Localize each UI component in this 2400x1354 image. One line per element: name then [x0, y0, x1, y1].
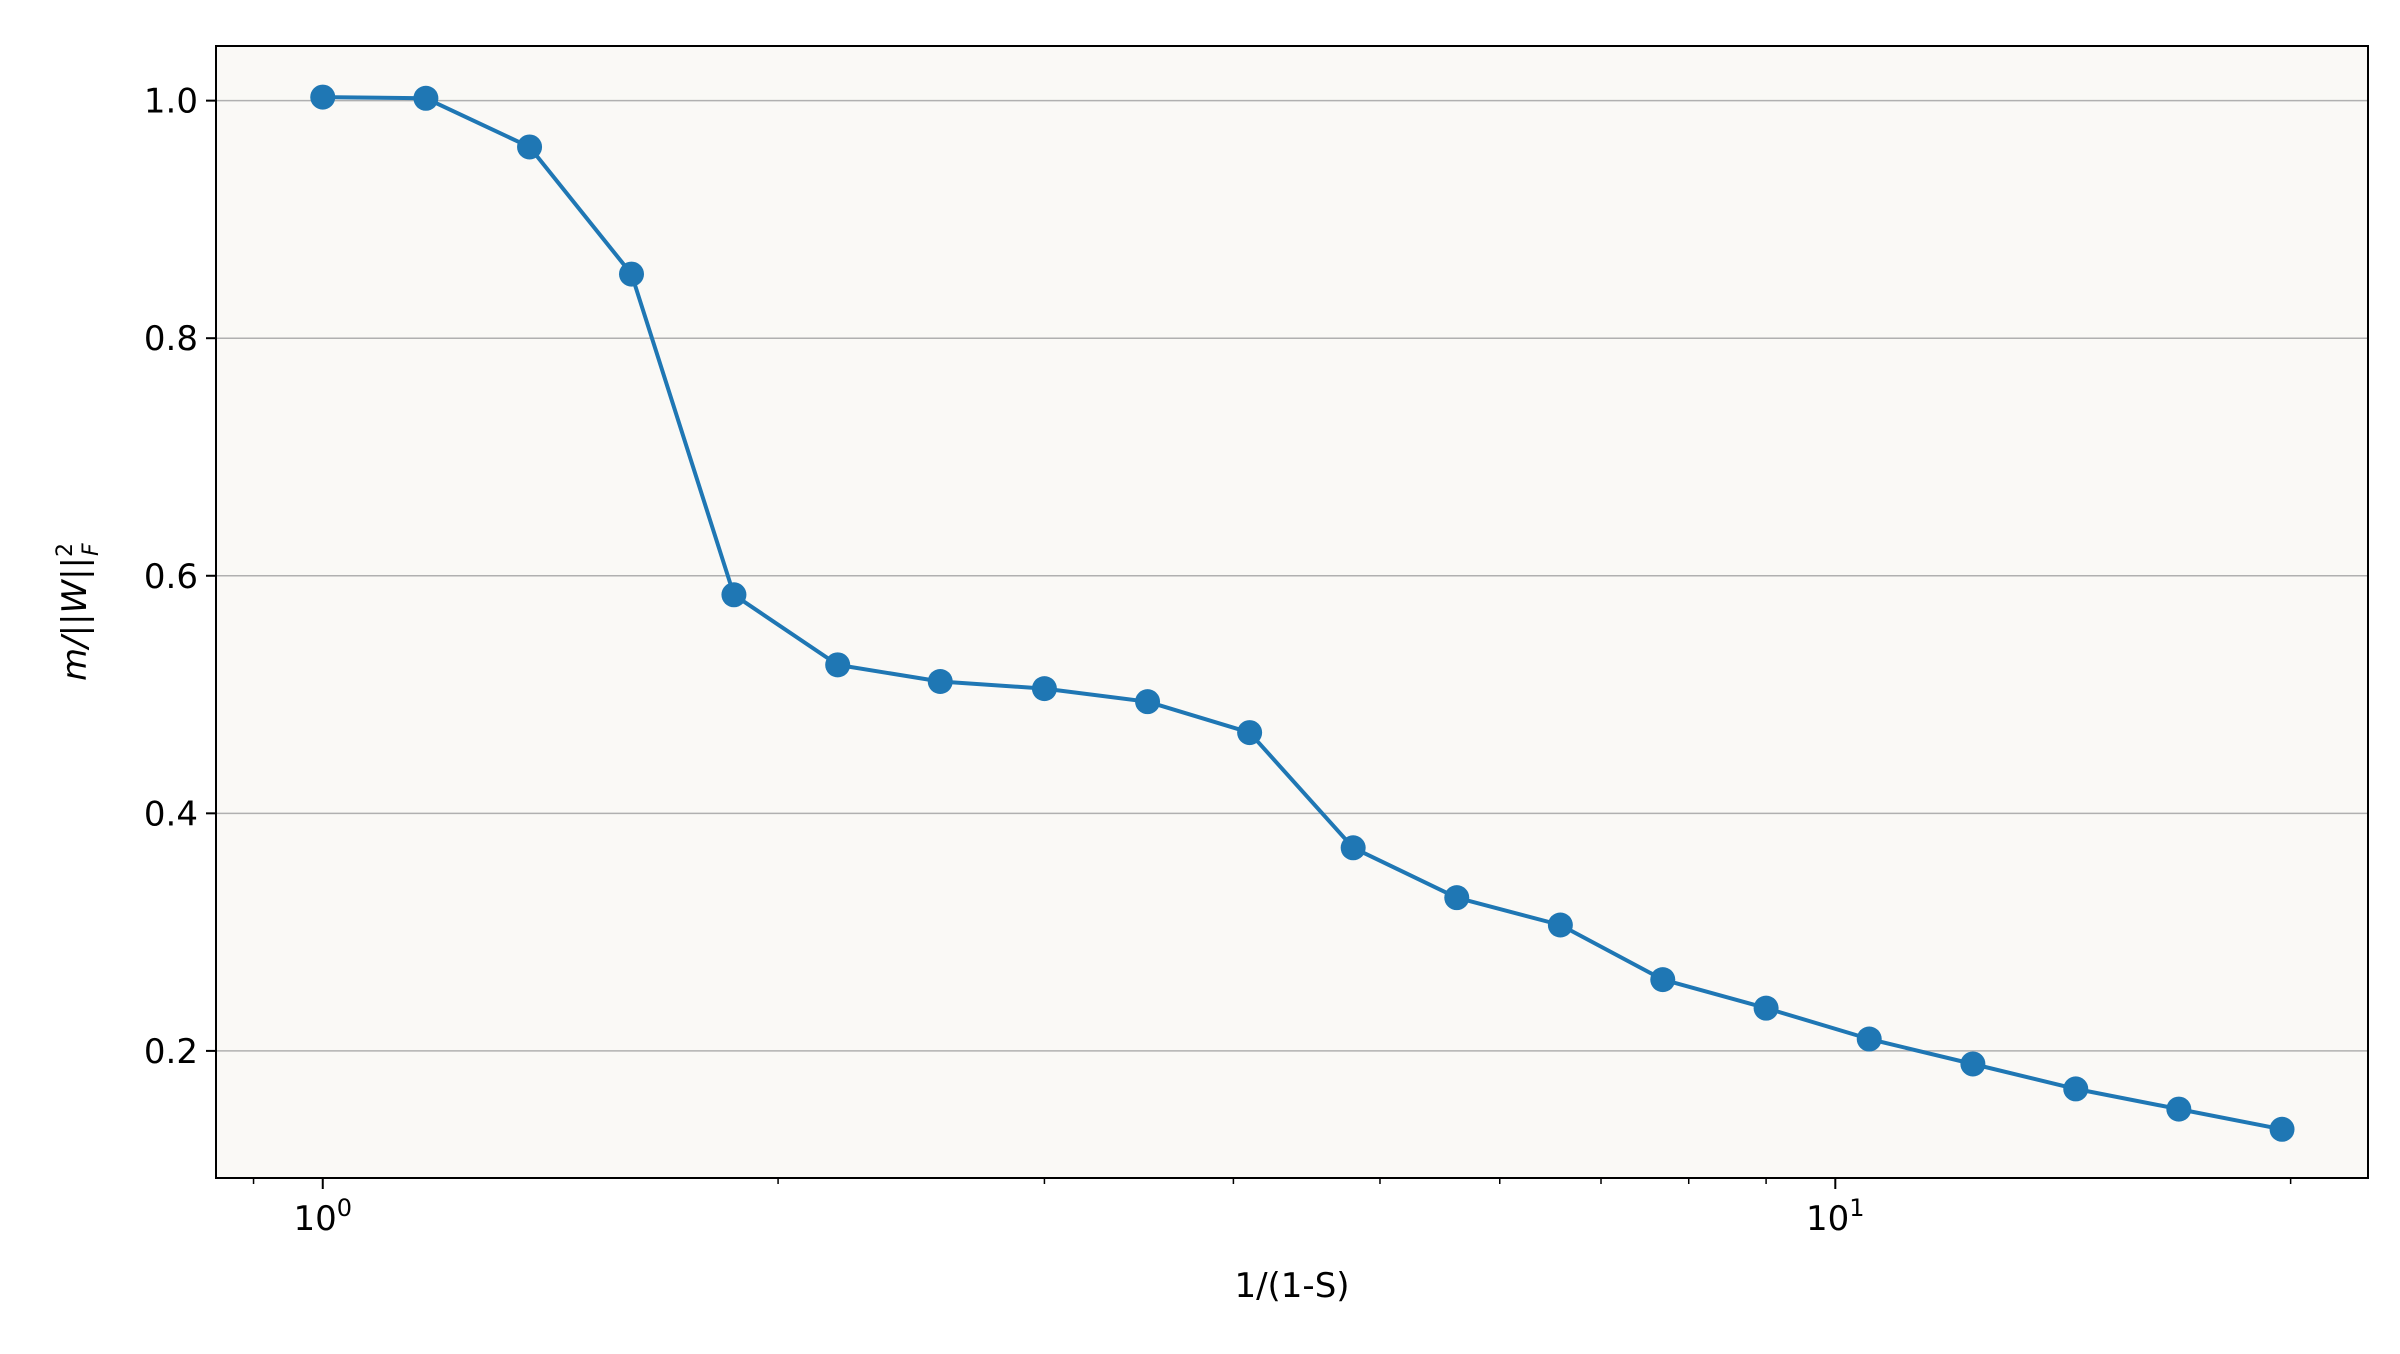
data-point: [2269, 1116, 2295, 1142]
data-point: [310, 84, 336, 110]
data-point: [1135, 689, 1161, 715]
y-axis: 0.2 0.4 0.6 0.8 1.0: [144, 82, 216, 1072]
data-point: [1340, 835, 1366, 861]
series-layer: [310, 84, 2295, 1142]
data-point: [825, 652, 851, 678]
data-point: [1650, 967, 1676, 993]
data-point: [1960, 1051, 1986, 1077]
data-point: [1856, 1026, 1882, 1052]
data-point: [721, 582, 747, 608]
y-axis-label-main: m/||W||: [55, 557, 95, 681]
data-point: [413, 85, 439, 111]
data-point: [1031, 676, 1057, 702]
y-tick-label: 0.8: [144, 319, 198, 359]
data-point: [1237, 720, 1263, 746]
x-tick-label: 101: [1806, 1194, 1865, 1239]
series-line: [322, 95, 2283, 1132]
data-point: [2063, 1076, 2089, 1102]
y-tick-label: 0.4: [144, 794, 198, 834]
data-point: [1444, 885, 1470, 911]
data-point: [1753, 995, 1779, 1021]
x-axis: 100 101: [252, 1178, 2292, 1239]
x-tick-label: 100: [293, 1194, 352, 1239]
plot-area: [216, 46, 2368, 1178]
y-axis-label: m/||W||2F: [53, 543, 104, 681]
plot-frame: [215, 45, 2369, 1179]
y-axis-label-superscript: 2: [53, 543, 78, 557]
y-tick-label: 0.6: [144, 557, 198, 597]
data-point: [1547, 912, 1573, 938]
y-tick-label: 0.2: [144, 1032, 198, 1072]
y-tick-label: 1.0: [144, 82, 198, 122]
data-point: [618, 261, 644, 287]
data-point: [2166, 1096, 2192, 1122]
grid-lines: [216, 99, 2368, 1052]
data-point: [927, 668, 953, 694]
x-axis-label: 1/(1-S): [1234, 1266, 1349, 1306]
data-point: [517, 134, 543, 160]
y-axis-label-subscript: F: [79, 543, 104, 556]
